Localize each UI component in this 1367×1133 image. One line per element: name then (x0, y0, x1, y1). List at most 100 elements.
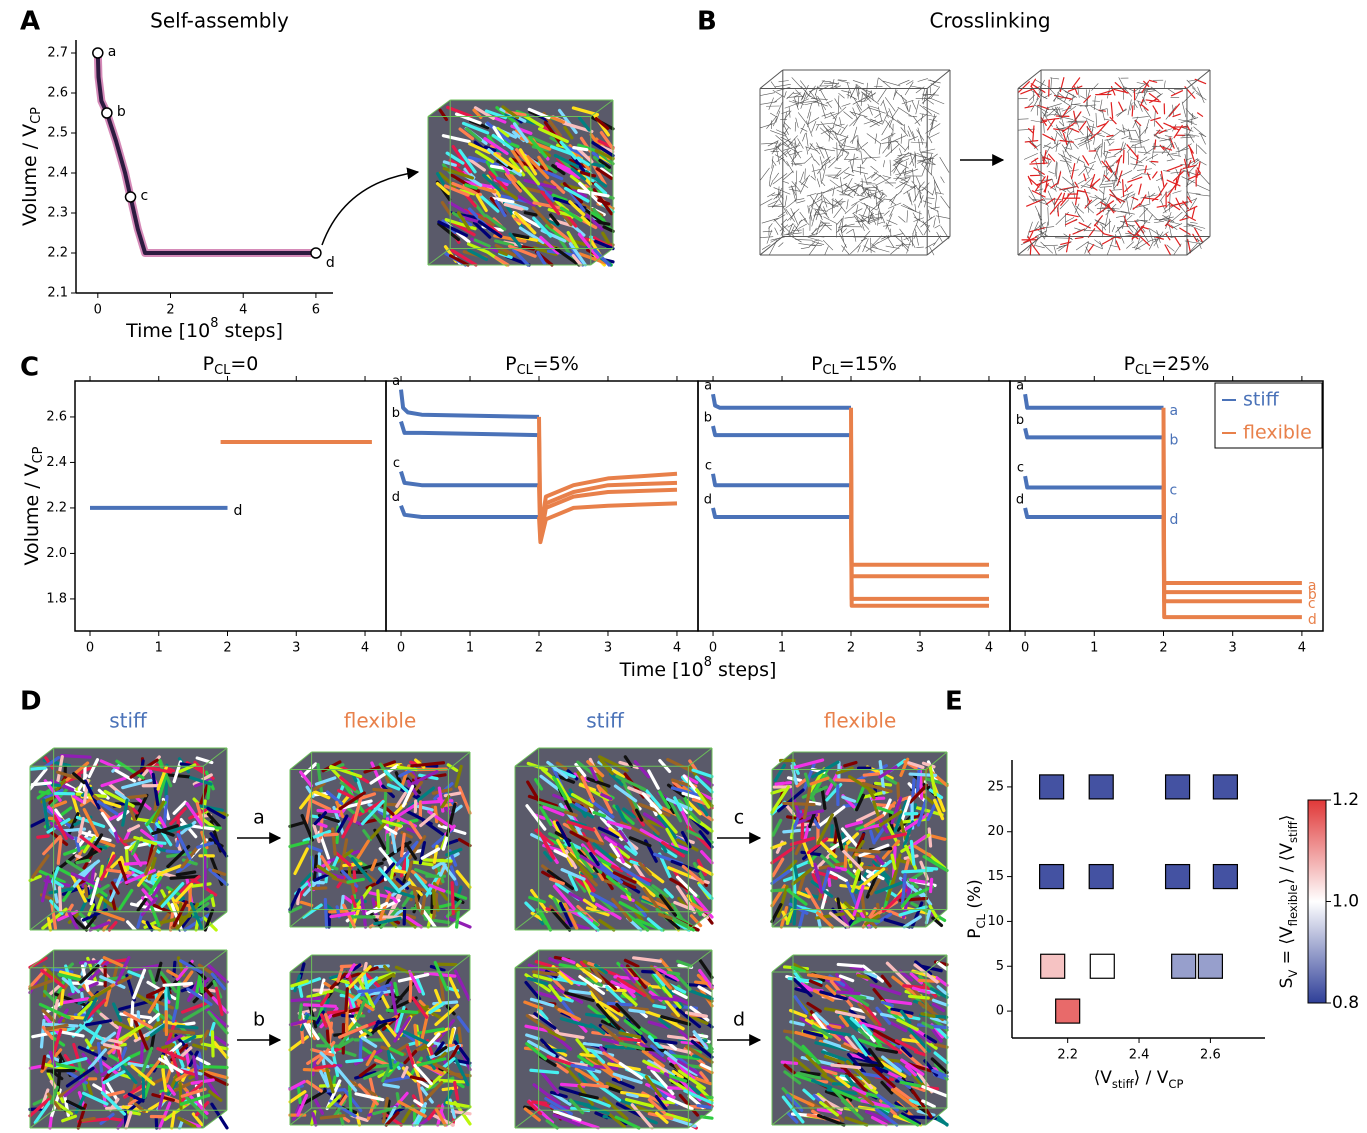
fiber (1027, 128, 1034, 134)
fiber (1182, 164, 1197, 170)
fiber (1172, 170, 1184, 182)
fiber (867, 107, 879, 112)
fiber (1120, 193, 1136, 202)
fiber (548, 984, 563, 1002)
fiber (921, 161, 928, 177)
fiber (641, 895, 671, 911)
fiber (880, 1080, 894, 1095)
fiber (1120, 193, 1130, 208)
fiber (127, 1093, 145, 1106)
fiber (1041, 117, 1060, 122)
fiber (785, 860, 810, 873)
x-tick-label: 2 (166, 303, 174, 318)
fiber (313, 1063, 337, 1070)
fiber (299, 1089, 327, 1107)
fiber (806, 973, 841, 982)
fiber (434, 1003, 460, 1027)
fiber (795, 117, 799, 128)
fiber (912, 212, 918, 221)
fiber (836, 218, 843, 226)
fiber (1065, 188, 1071, 194)
fiber (52, 814, 68, 840)
cube-edge (688, 949, 713, 969)
fiber (1077, 85, 1080, 98)
fiber (523, 165, 541, 186)
fiber (1166, 164, 1183, 172)
fiber (631, 979, 655, 1003)
fiber (860, 1099, 891, 1109)
fiber (823, 977, 855, 992)
y-tick-label: 2.6 (46, 409, 67, 424)
fiber (840, 149, 858, 151)
fiber (408, 821, 423, 840)
fiber (1075, 241, 1089, 251)
fiber (785, 908, 794, 926)
fiber (790, 163, 803, 166)
fiber (538, 1069, 560, 1095)
cube-edge (926, 236, 951, 256)
fiber (923, 1033, 938, 1044)
fiber (863, 156, 881, 159)
fiber (1058, 241, 1072, 252)
fiber (1043, 144, 1053, 149)
fiber (1180, 164, 1191, 166)
fiber (33, 1100, 52, 1125)
fiber (871, 246, 890, 253)
fiber (563, 902, 579, 930)
fiber (192, 1055, 199, 1080)
fiber (792, 822, 820, 827)
fiber (770, 869, 791, 885)
fiber (896, 154, 903, 159)
fiber (861, 223, 865, 231)
fiber (819, 990, 848, 1001)
fiber (784, 803, 795, 816)
fiber (176, 832, 192, 861)
fiber (887, 114, 903, 126)
fiber (772, 90, 785, 98)
fiber (919, 192, 923, 203)
fiber (582, 1103, 610, 1115)
fiber (598, 918, 616, 932)
fiber (110, 856, 124, 869)
fiber (444, 218, 477, 231)
fiber (118, 1023, 146, 1042)
fiber (393, 1016, 412, 1043)
fiber (1089, 196, 1107, 201)
fiber (323, 897, 329, 929)
fiber (909, 136, 919, 141)
fiber (1192, 233, 1198, 243)
fiber (1149, 228, 1163, 238)
fiber (802, 1029, 824, 1038)
fiber (1051, 136, 1058, 147)
x-tick-label: 1 (1090, 641, 1098, 656)
x-tick-label: 3 (1229, 641, 1237, 656)
fiber (615, 804, 628, 826)
fiber (571, 254, 583, 267)
fiber (474, 184, 497, 194)
fiber (61, 1114, 78, 1123)
fiber (834, 123, 845, 127)
fiber (915, 806, 944, 817)
fiber (1174, 236, 1182, 247)
fiber (869, 878, 881, 896)
fiber (578, 252, 607, 265)
fiber (1106, 108, 1109, 116)
fiber (873, 1029, 901, 1046)
fiber (675, 875, 698, 897)
fiber (1091, 178, 1101, 187)
x-tick-label: 6 (312, 303, 320, 318)
fiber (811, 168, 823, 172)
fiber (532, 201, 566, 211)
fiber (46, 1092, 62, 1112)
fiber (1070, 175, 1075, 187)
cube-edge (448, 1107, 471, 1126)
fiber (46, 917, 53, 932)
fiber (880, 133, 896, 141)
fiber (890, 796, 903, 825)
fiber (895, 181, 907, 189)
fiber (550, 180, 566, 194)
x-tick-label: 4 (985, 641, 993, 656)
fiber (477, 215, 495, 227)
fiber (873, 185, 878, 200)
fiber (678, 1029, 690, 1040)
